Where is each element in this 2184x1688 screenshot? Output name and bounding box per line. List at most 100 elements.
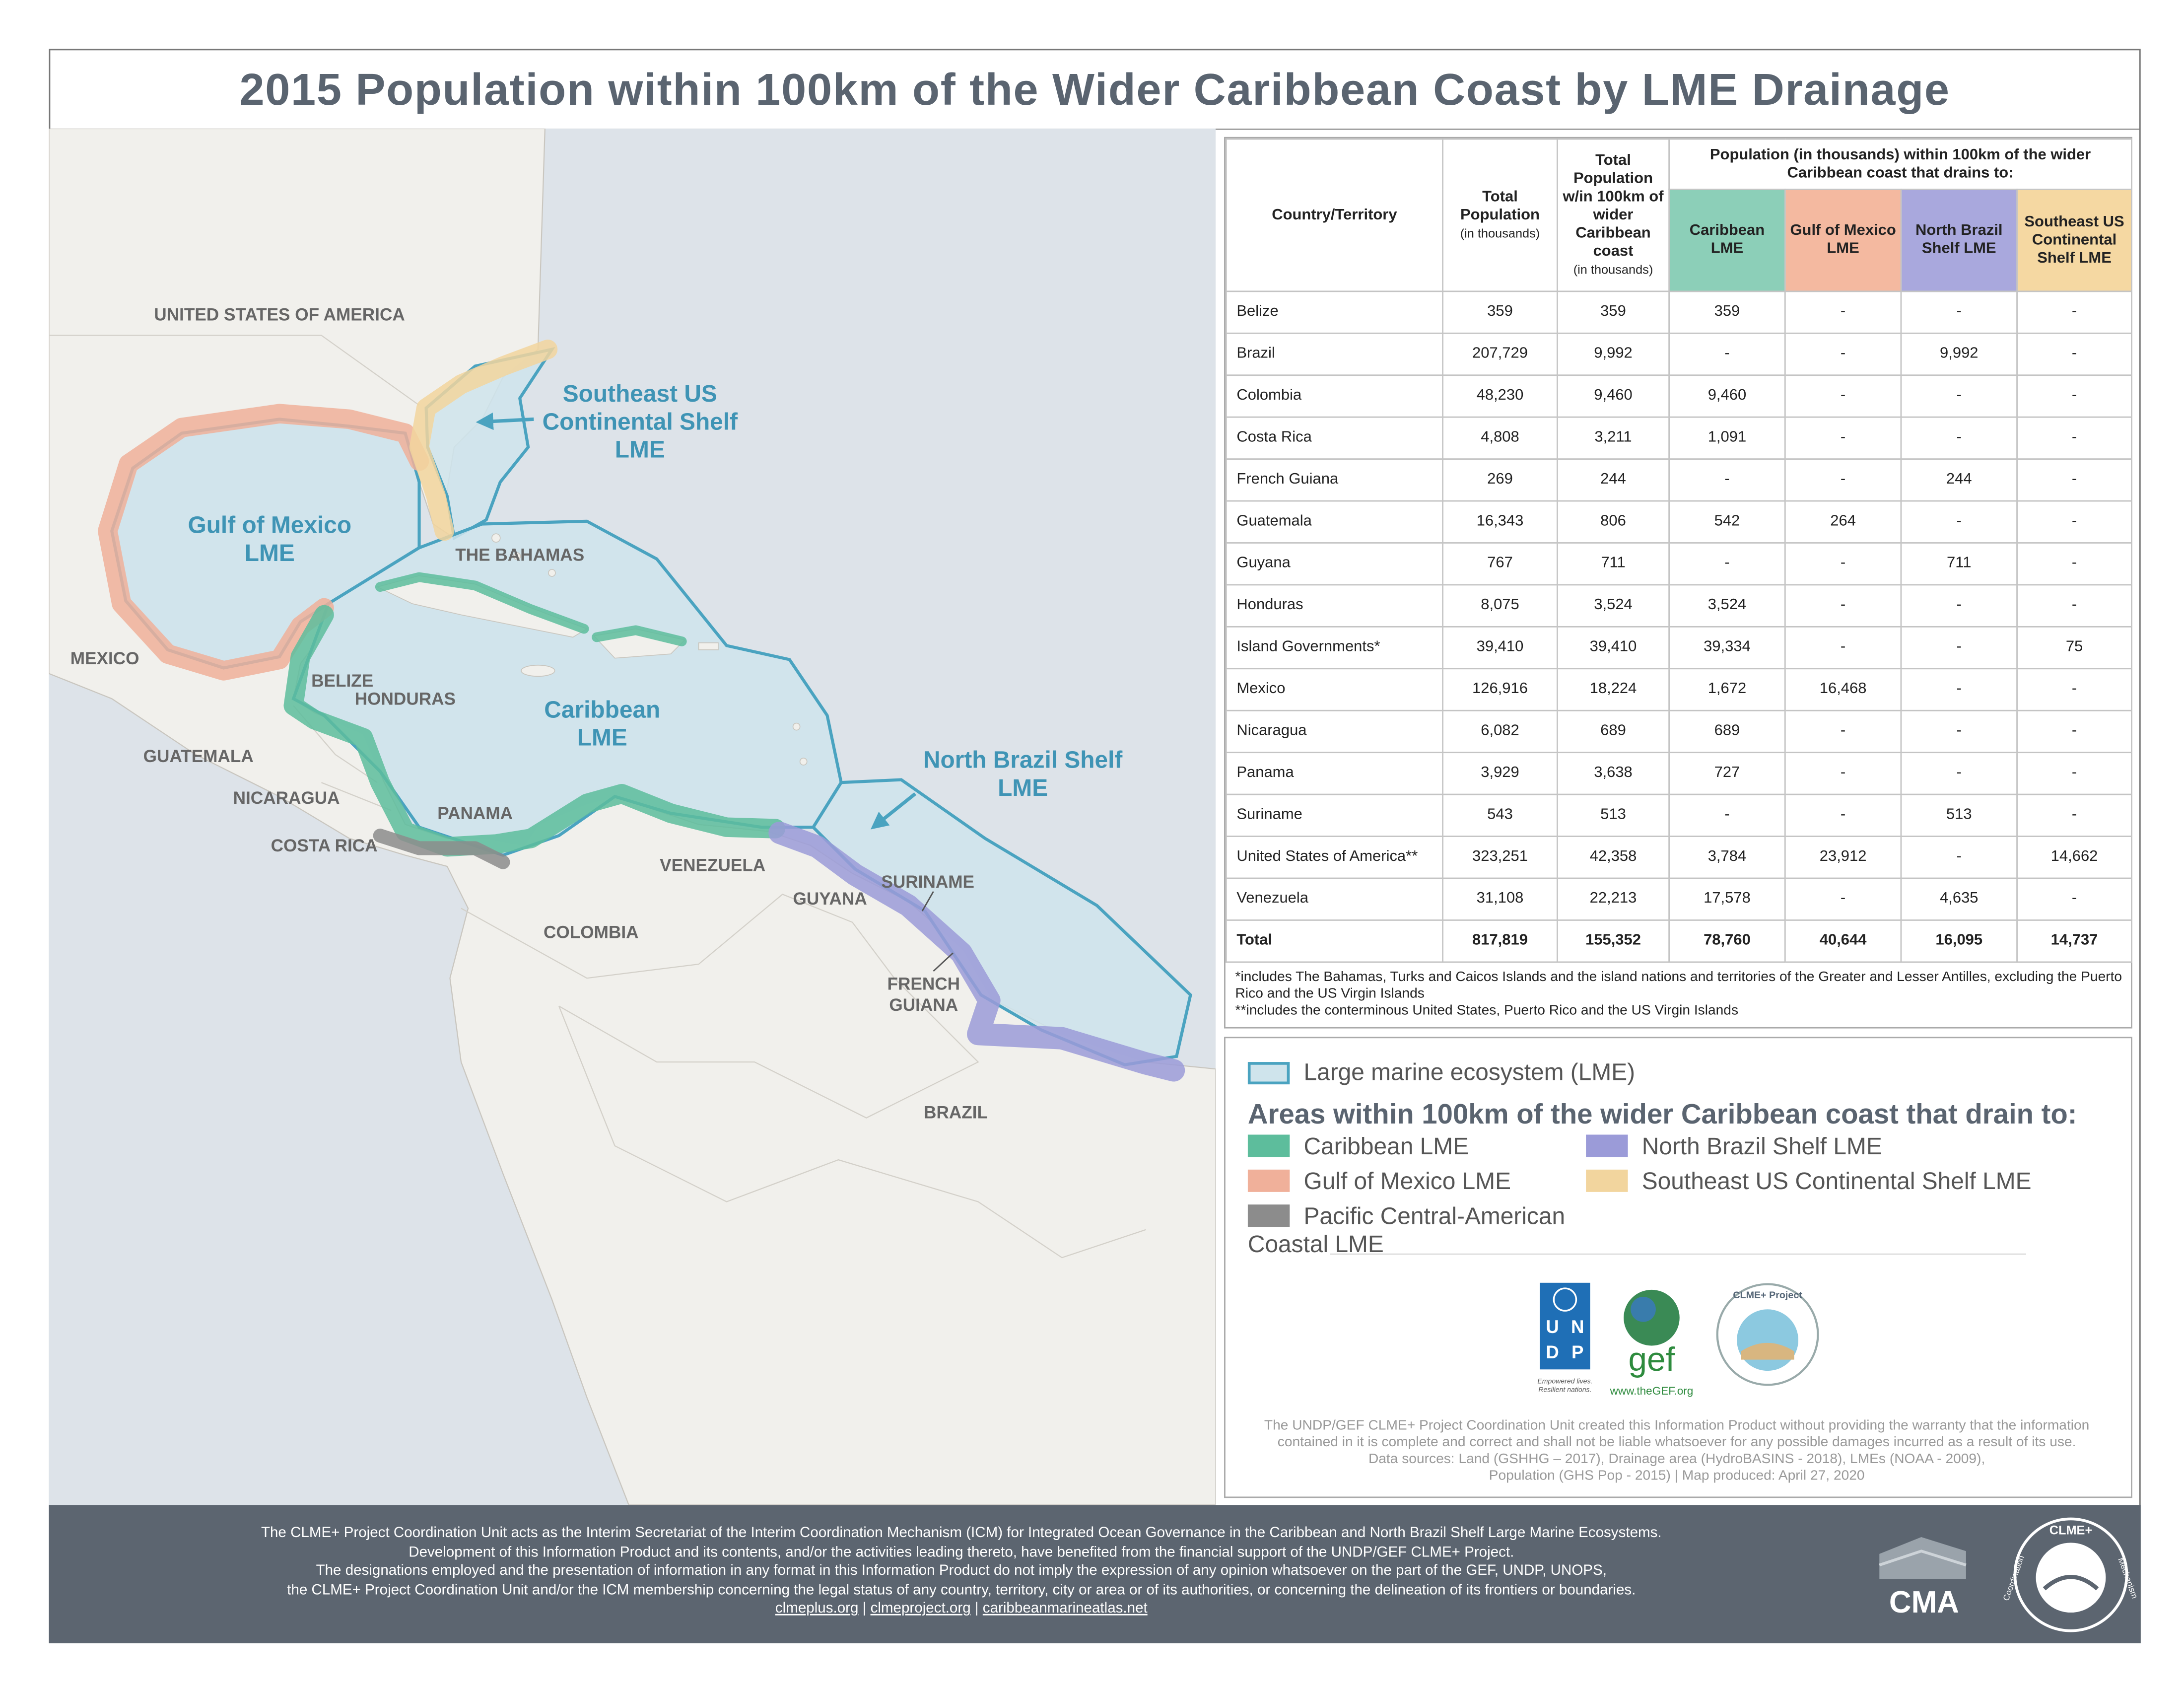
table-cell: 42,358	[1557, 836, 1670, 879]
table-cell: 9,460	[1557, 374, 1670, 418]
table-cell: -	[1784, 709, 1902, 754]
arrow	[476, 412, 534, 430]
country-label: FRENCH	[887, 975, 960, 994]
header-cell: Southeast US Continental Shelf LME	[2016, 188, 2132, 292]
undp-letters: U ND P	[1546, 1317, 1584, 1362]
island	[548, 569, 556, 577]
table-cell: -	[1784, 626, 1902, 670]
table-cell: 3,524	[1557, 584, 1670, 628]
table-cell: 39,334	[1668, 626, 1786, 670]
table-cell: 18,224	[1557, 668, 1670, 711]
lme-label: LME	[245, 540, 295, 566]
disclaimer-line: The UNDP/GEF CLME+ Project Coordination …	[1264, 1418, 2090, 1434]
table-cell: 3,638	[1557, 752, 1670, 795]
header-text: Population (in thousands) within 100km o…	[1709, 146, 2091, 181]
table-cell: -	[1900, 626, 2018, 670]
cma-text: CMA	[1889, 1585, 1959, 1619]
table-cell: 767	[1442, 542, 1558, 586]
country-label: BELIZE	[311, 671, 373, 691]
table-cell: Nicaragua	[1225, 709, 1443, 754]
table-cell: 6,082	[1442, 709, 1558, 754]
link-separator: |	[974, 1600, 979, 1617]
table-cell: 359	[1557, 290, 1670, 334]
country-label: HONDURAS	[355, 689, 456, 708]
table-cell: -	[1784, 416, 1902, 460]
swatch	[1247, 1134, 1290, 1157]
table-cell: -	[1900, 584, 2018, 628]
table-row: Nicaragua 6,082 689 689- - -	[1225, 709, 2132, 754]
undp-letter: D	[1546, 1342, 1559, 1362]
table-cell: Venezuela	[1225, 877, 1443, 921]
footer-line: The designations employed and the presen…	[316, 1562, 1607, 1579]
clme-logo	[1737, 1309, 1799, 1371]
table-cell: 78,760	[1668, 919, 1786, 963]
table-cell: 513	[1557, 793, 1670, 837]
header-text: Country/Territory	[1272, 206, 1397, 223]
island	[698, 642, 719, 650]
table-cell: 14,737	[2016, 919, 2132, 963]
table-cell: 711	[1557, 542, 1670, 586]
gef-globe	[1631, 1296, 1656, 1322]
table-cell: Costa Rica	[1225, 416, 1443, 460]
cma-logo	[1879, 1549, 1967, 1567]
table-cell: 806	[1557, 500, 1670, 544]
header-text: Total Population w/in 100km of wider Car…	[1563, 151, 1664, 260]
country-label: COLOMBIA	[544, 922, 639, 942]
swatch	[1586, 1134, 1628, 1157]
table-cell: -	[1784, 332, 1902, 376]
table-cell: 22,213	[1557, 877, 1670, 921]
table-cell: -	[1900, 752, 2018, 795]
mechanism-text: Coordination	[2001, 1554, 2027, 1602]
footer-text: The CLME+ Project Coordination Unit acts…	[84, 1525, 1839, 1619]
table-cell: 9,992	[1557, 332, 1670, 376]
table-cell: 155,352	[1557, 919, 1670, 963]
cma-logo	[1879, 1537, 1966, 1579]
lme-label: Caribbean	[544, 697, 660, 723]
table-cell: -	[2016, 458, 2132, 502]
header-cell: Caribbean LME	[1668, 188, 1786, 292]
footnote: *includes The Bahamas, Turks and Caicos …	[1235, 970, 2122, 1002]
table-cell: 359	[1442, 290, 1558, 334]
table-cell: 1,091	[1668, 416, 1786, 460]
undp-logo	[1540, 1282, 1590, 1370]
table-cell: 40,644	[1784, 919, 1902, 963]
disclaimer-line: Population (GHS Pop - 2015) | Map produc…	[1489, 1469, 1865, 1484]
band-seus	[409, 339, 558, 541]
table-cell: -	[2016, 877, 2132, 921]
table-cell: 17,578	[1668, 877, 1786, 921]
undp-letter: U	[1546, 1317, 1559, 1337]
table-cell: 817,819	[1442, 919, 1558, 963]
undp-letter: N	[1571, 1317, 1584, 1337]
legend-text: Caribbean LME	[1303, 1133, 1469, 1160]
table-cell: -	[2016, 709, 2132, 754]
table-cell: -	[1900, 709, 2018, 754]
table-cell: -	[2016, 752, 2132, 795]
table-cell: 689	[1557, 709, 1670, 754]
table-cell: -	[1784, 458, 1902, 502]
table-cell: Total	[1225, 919, 1443, 963]
table-cell: 264	[1784, 500, 1902, 544]
table-cell: -	[1784, 584, 1902, 628]
table-cell: Panama	[1225, 752, 1443, 795]
table-cell: -	[1900, 836, 2018, 879]
table-cell: 244	[1557, 458, 1670, 502]
country-label: SURINAME	[881, 872, 974, 892]
table-cell: -	[2016, 542, 2132, 586]
gef-text: gef	[1628, 1341, 1675, 1378]
country-label: GUIANA	[889, 995, 958, 1015]
link-separator: |	[862, 1600, 867, 1617]
footer-link[interactable]: caribbeanmarineatlas.net	[982, 1600, 1148, 1617]
footer-link[interactable]: clmeproject.org	[870, 1600, 971, 1617]
legend-item: Southeast US Continental Shelf LME	[1586, 1168, 2089, 1196]
legend-lme: Large marine ecosystem (LME)	[1247, 1059, 1635, 1087]
band-north-brazil	[768, 821, 1185, 1082]
table-cell: 3,929	[1442, 752, 1558, 795]
footer-link[interactable]: clmeplus.org	[775, 1600, 859, 1617]
swatch	[1247, 1062, 1290, 1085]
table-cell: 3,524	[1668, 584, 1786, 628]
table-cell: -	[1900, 290, 2018, 334]
table-cell: 48,230	[1442, 374, 1558, 418]
footer-logos: CMA CLME+ Coordination Mechanism	[1879, 1517, 2138, 1632]
table-row: Belize 359 359 359- - -	[1225, 290, 2132, 334]
